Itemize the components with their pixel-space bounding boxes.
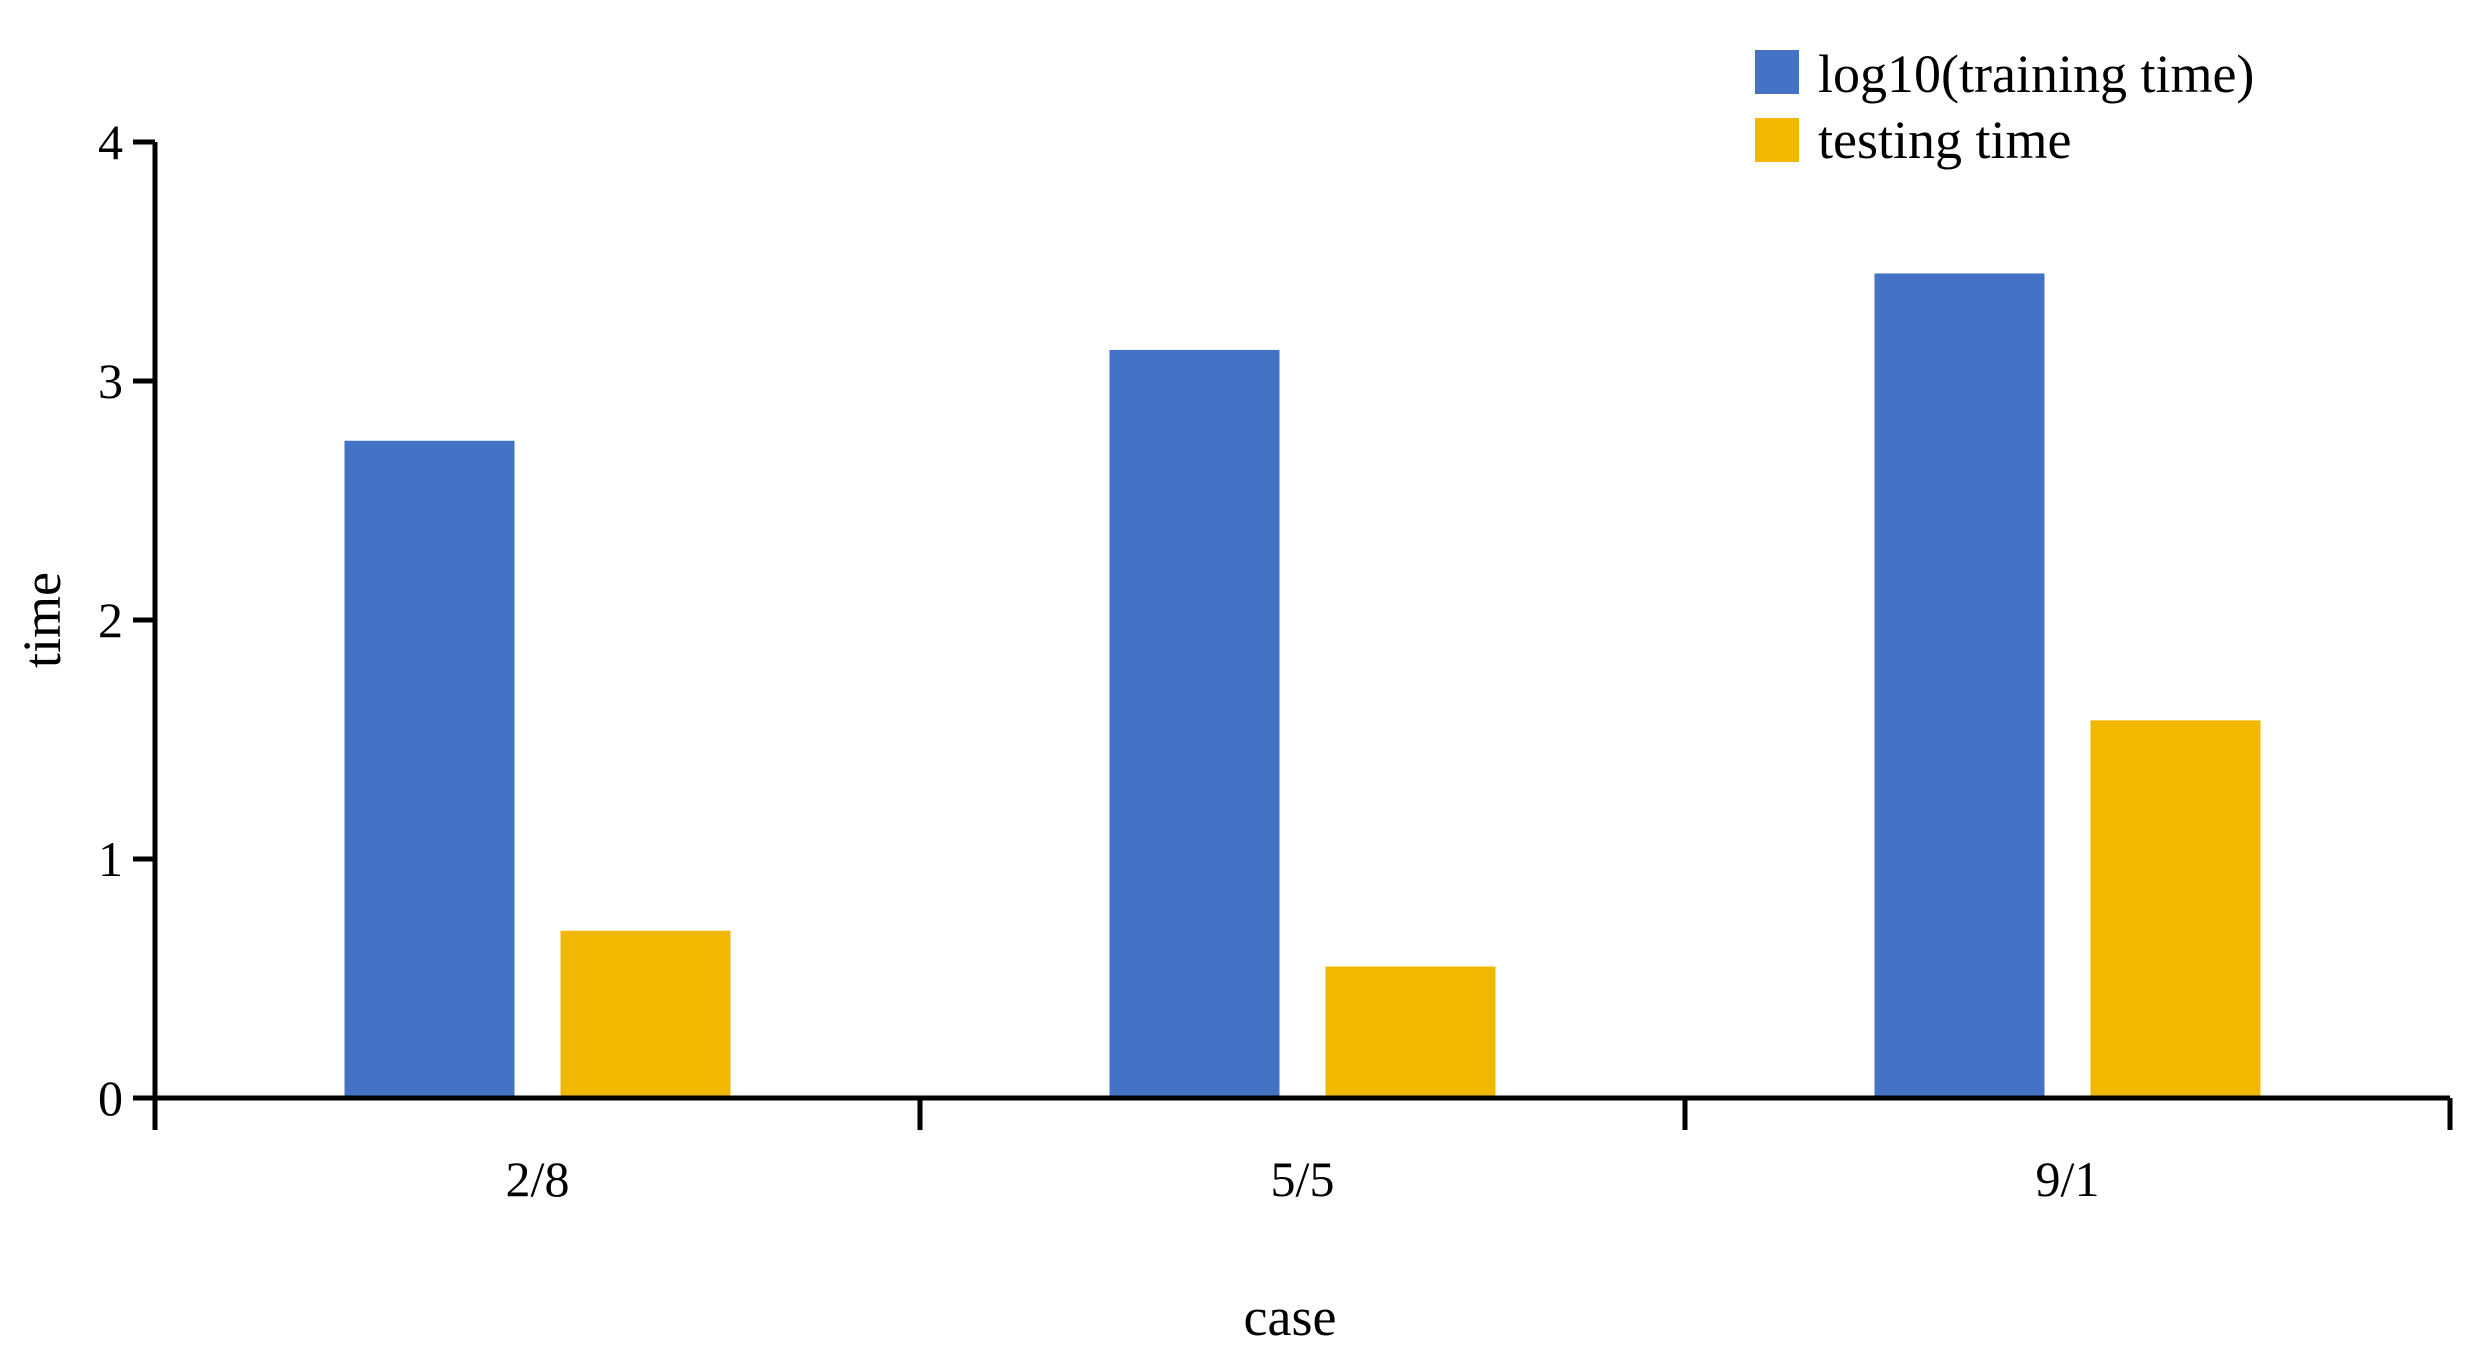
legend-swatch-training (1755, 50, 1799, 94)
y-axis-title: time (12, 572, 72, 668)
y-tick-label: 0 (98, 1070, 123, 1126)
bar-testing-2 (1325, 966, 1496, 1098)
bars-layer (344, 273, 2261, 1098)
y-tick-label: 1 (98, 831, 123, 887)
legend: log10(training time) testing time (1755, 44, 2254, 170)
legend-swatch-testing (1755, 118, 1799, 162)
y-ticks: 0 1 2 3 4 (98, 114, 155, 1126)
legend-label-testing: testing time (1818, 110, 2071, 170)
x-ticks: 2/8 5/5 9/1 (152, 1098, 2453, 1207)
x-axis-title: case (1244, 1287, 1337, 1347)
y-tick-label: 3 (98, 353, 123, 409)
y-tick-label: 4 (98, 114, 123, 170)
x-tick-label: 2/8 (506, 1151, 570, 1207)
x-tick-label: 5/5 (1271, 1151, 1335, 1207)
bar-training-1 (344, 440, 515, 1098)
y-tick-label: 2 (98, 592, 123, 648)
legend-label-training: log10(training time) (1818, 44, 2254, 104)
bar-testing-3 (2090, 720, 2261, 1098)
bar-testing-1 (560, 930, 731, 1098)
x-tick-label: 9/1 (2036, 1151, 2100, 1207)
bar-training-3 (1874, 273, 2045, 1098)
bar-training-2 (1109, 349, 1280, 1098)
